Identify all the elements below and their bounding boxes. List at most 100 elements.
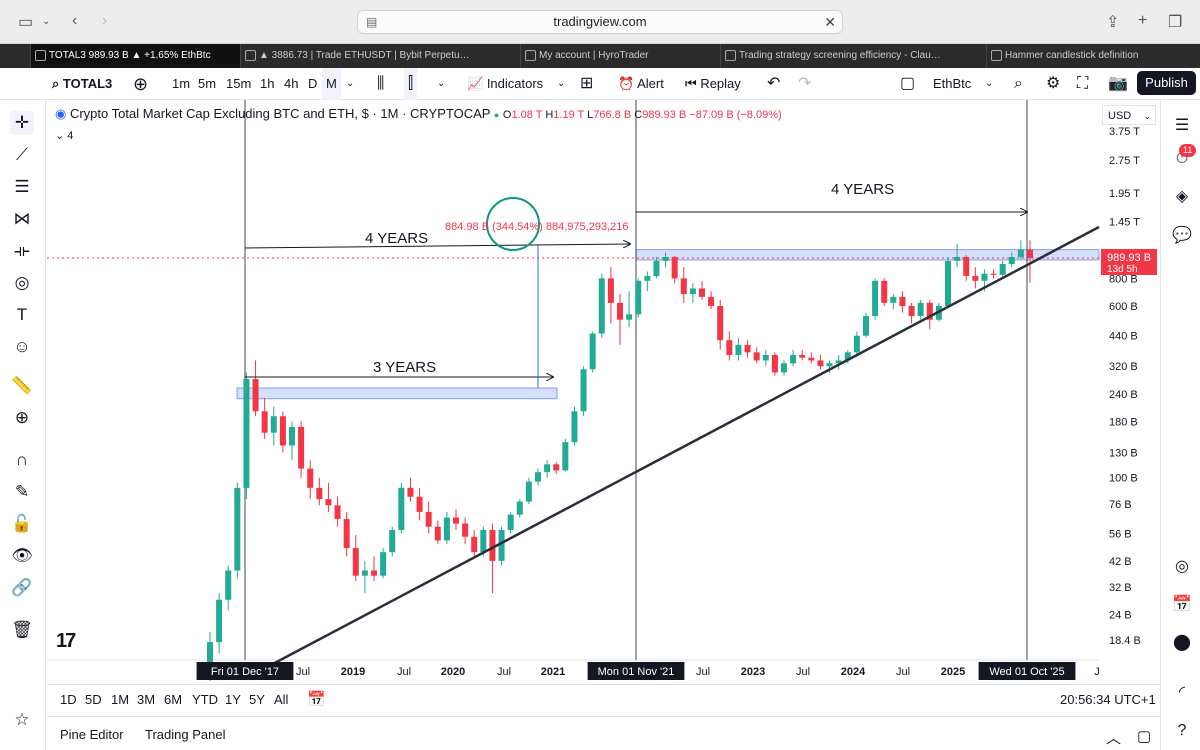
magnet-icon[interactable]: ∩ <box>15 450 29 469</box>
tab-hammer[interactable]: Hammer candlestick definition <box>986 44 1200 68</box>
text-icon[interactable]: T <box>16 305 28 324</box>
interval-15m[interactable]: 15m <box>226 76 252 91</box>
compare-add-icon[interactable]: ⊕ <box>133 74 149 94</box>
replay-button[interactable]: ⏮ Replay <box>685 76 741 91</box>
fib-icon[interactable]: ☰ <box>14 177 30 196</box>
indicators-dropdown-icon[interactable]: ⌄ <box>557 78 566 89</box>
chevron-up-icon[interactable]: ︿ <box>1106 730 1122 747</box>
candle-body <box>835 360 842 364</box>
favorites-star-icon[interactable]: ☆ <box>14 710 30 729</box>
interval-dropdown-icon[interactable]: ⌄ <box>346 78 355 89</box>
quick-search-icon[interactable]: ⌕ <box>1014 75 1023 92</box>
indicators-label: Indicators <box>486 76 544 91</box>
range-ytd[interactable]: YTD <box>192 692 218 707</box>
candle-body <box>389 529 396 553</box>
settings-gear-icon[interactable]: ⚙ <box>1046 75 1061 92</box>
back-icon[interactable]: ‹ <box>72 12 78 29</box>
tab-bybit[interactable]: ▲ 3886.73 | Trade ETHUSDT | Bybit Perpet… <box>240 44 480 68</box>
range-6m[interactable]: 6M <box>164 692 183 707</box>
snapshot-camera-icon[interactable]: 📷 <box>1108 75 1128 92</box>
apps-grid-icon[interactable]: ⬤ <box>1173 634 1191 651</box>
chart-legend: ◉ Crypto Total Market Cap Excluding BTC … <box>55 106 782 122</box>
brush-icon[interactable]: ◎ <box>14 273 30 292</box>
candle-body <box>954 257 961 261</box>
watchlist-icon[interactable]: ☰ <box>1174 117 1190 134</box>
clock[interactable]: 20:56:34 UTC+1 <box>1060 692 1156 707</box>
tab-claude[interactable]: Trading strategy screening efficiency - … <box>720 44 960 68</box>
layout-dropdown-icon[interactable]: ⌄ <box>985 78 994 89</box>
layout-icon[interactable]: ▢ <box>900 75 916 92</box>
pattern-icon[interactable]: ⋈ <box>13 209 31 228</box>
candle-body <box>316 487 323 500</box>
crosshair-icon[interactable]: ✛ <box>10 111 34 135</box>
range-5d[interactable]: 5D <box>85 692 102 707</box>
interval-4h[interactable]: 4h <box>284 76 299 91</box>
ruler-icon[interactable]: 📏 <box>11 376 33 395</box>
trend-line-icon[interactable]: ⟋ <box>16 145 28 164</box>
trash-icon[interactable]: 🗑 <box>11 620 33 639</box>
range-1d[interactable]: 1D <box>60 692 77 707</box>
interval-5m[interactable]: 5m <box>198 76 217 91</box>
price-tick-label: 18.4 B <box>1109 635 1141 647</box>
goto-date-icon[interactable]: 📅 <box>307 691 326 708</box>
help-icon[interactable]: ? <box>1177 722 1187 739</box>
fullscreen-icon[interactable]: ⛶ <box>1077 75 1089 92</box>
interval-d[interactable]: D <box>308 76 318 91</box>
clear-url-icon[interactable]: ✕ <box>824 14 836 30</box>
chevron-down-icon[interactable]: ⌄ <box>42 16 51 27</box>
lock-icon[interactable]: 🔓 <box>11 514 33 533</box>
maximize-panel-icon[interactable]: ▢ <box>1137 728 1152 745</box>
bars-style-icon[interactable]: ⫿ <box>404 68 418 100</box>
undo-icon[interactable]: ↶ <box>767 75 781 92</box>
indicators-button[interactable]: 📈 Indicators <box>467 76 544 91</box>
currency-select[interactable]: USD ⌄ <box>1102 105 1156 125</box>
candles-style-icon[interactable]: ⫼ <box>377 75 385 92</box>
tab-overview-icon[interactable]: ❐ <box>1168 14 1183 31</box>
candle-body <box>972 276 979 281</box>
alert-button[interactable]: ⏰ Alert <box>618 76 664 91</box>
legend-collapse-toggle[interactable]: ⌄ 4 <box>55 130 74 142</box>
tab-hyrotrader[interactable]: My account | HyroTrader <box>520 44 720 68</box>
sidebar-toggle-icon[interactable]: ▭ <box>18 14 34 31</box>
address-bar[interactable]: ▤ tradingview.com ✕ <box>357 10 843 34</box>
candle-body <box>279 416 286 446</box>
emoji-icon[interactable]: ☺ <box>13 337 31 356</box>
calendar-icon[interactable]: 📅 <box>1172 596 1192 613</box>
symbol-search[interactable]: ⌕ TOTAL3 <box>52 76 113 91</box>
market-status-dot-icon: ● <box>493 110 500 120</box>
candle-body <box>917 302 924 317</box>
share-icon[interactable]: ⇪ <box>1106 14 1120 31</box>
redo-icon[interactable]: ↷ <box>798 75 812 92</box>
range-5y[interactable]: 5Y <box>249 692 265 707</box>
range-3m[interactable]: 3M <box>137 692 156 707</box>
compare-symbol[interactable]: EthBtc <box>933 76 972 91</box>
chart-type-dropdown-icon[interactable]: ⌄ <box>437 78 446 89</box>
publish-button[interactable]: Publish <box>1137 71 1196 95</box>
projection-icon[interactable]: ⟛ <box>14 241 30 260</box>
tab-tradingview[interactable]: TOTAL3 989.93 B ▲ +1.65% EthBtc <box>30 44 240 68</box>
forward-icon[interactable]: › <box>102 12 108 29</box>
zoom-in-icon[interactable]: ⊕ <box>14 408 30 427</box>
interval-1h[interactable]: 1h <box>260 76 275 91</box>
interval-1m[interactable]: 1m <box>172 76 191 91</box>
pine-editor-tab[interactable]: Pine Editor <box>60 727 124 742</box>
candle-body <box>589 333 596 370</box>
new-tab-icon[interactable]: + <box>1138 12 1148 29</box>
trading-panel-tab[interactable]: Trading Panel <box>145 727 226 742</box>
target-icon[interactable]: ◎ <box>1175 558 1189 575</box>
signal-icon[interactable]: ◜ <box>1178 684 1186 701</box>
link-icon[interactable]: 🔗 <box>11 578 33 597</box>
chat-icon[interactable]: 💬 <box>1172 227 1192 244</box>
templates-icon[interactable]: ⊞ <box>580 75 594 92</box>
eye-icon[interactable]: 👁 <box>11 546 33 565</box>
pencil-lock-icon[interactable]: ✎ <box>14 482 30 501</box>
layers-icon[interactable]: ◈ <box>1175 188 1189 205</box>
range-1y[interactable]: 1Y <box>225 692 241 707</box>
currency-dropdown-icon: ⌄ <box>1143 111 1151 121</box>
alert-label: Alert <box>637 76 664 91</box>
range-all[interactable]: All <box>274 692 289 707</box>
range-1m[interactable]: 1M <box>111 692 130 707</box>
interval-m[interactable]: M <box>322 68 341 100</box>
